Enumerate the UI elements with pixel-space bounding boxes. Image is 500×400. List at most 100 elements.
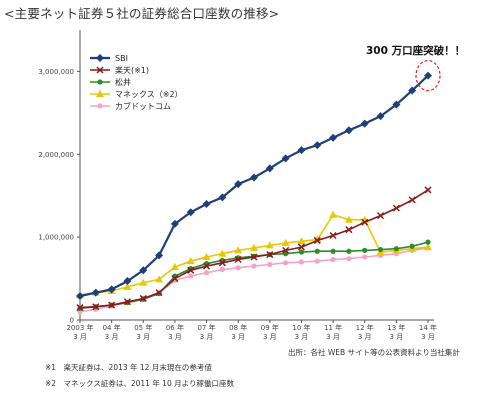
annotation: 300 万口座突破！！ [366, 44, 465, 92]
y-tick-label: 3,000,000 [38, 68, 74, 76]
x-tick-month: 3 月 [231, 333, 245, 341]
legend-marker [97, 79, 103, 85]
legend-item: SBI [90, 54, 128, 63]
x-tick-year: 05 年 [134, 323, 152, 332]
data-point [186, 257, 195, 265]
data-point [155, 275, 164, 283]
data-point [202, 253, 211, 261]
data-point [377, 212, 385, 220]
data-point [362, 254, 368, 260]
series-line [79, 241, 429, 310]
series-1 [76, 186, 432, 312]
data-point [139, 294, 147, 302]
data-point [187, 266, 195, 274]
y-tick-label: 0 [70, 317, 74, 325]
x-tick-month: 3 月 [263, 333, 277, 341]
data-point [282, 246, 290, 254]
data-point [281, 238, 290, 246]
data-point [203, 270, 210, 276]
data-point [329, 210, 338, 218]
data-point [123, 298, 131, 306]
data-point [219, 266, 225, 273]
data-point [250, 173, 258, 182]
data-point [265, 164, 274, 173]
data-point [107, 285, 116, 294]
data-point [186, 208, 195, 217]
data-point [297, 146, 306, 155]
x-tick-month: 3 月 [136, 333, 150, 341]
data-point [344, 215, 353, 223]
data-point [408, 86, 417, 95]
source-text: 出所：各社 WEB サイト等の公表資料より当社集計 [288, 347, 460, 357]
x-tick-year: 2003 年 [66, 323, 93, 332]
y-tick-label: 1,000,000 [38, 234, 74, 242]
x-tick-year: 11 年 [324, 323, 342, 332]
data-point [298, 259, 305, 265]
data-point [218, 259, 226, 267]
x-tick-year: 12 年 [356, 323, 374, 332]
data-point [313, 236, 321, 244]
x-tick-month: 3 月 [200, 333, 214, 341]
data-point [330, 248, 336, 254]
x-tick-year: 10 年 [292, 323, 310, 332]
data-point [392, 100, 401, 109]
data-point [346, 248, 352, 254]
data-point [108, 301, 116, 309]
data-point [251, 263, 257, 269]
data-point [392, 204, 400, 212]
data-point [393, 246, 399, 252]
legend-item: 松井 [90, 77, 131, 87]
footnote-1: ※1 楽天証券は、2013 年 12 月末現在の参考値 [45, 362, 212, 372]
data-point [362, 247, 368, 253]
legend-item: 楽天(※1) [90, 65, 149, 75]
data-point [250, 243, 258, 251]
y-tick-label: 2,000,000 [38, 151, 74, 159]
data-point [377, 246, 384, 253]
data-point [297, 237, 306, 245]
x-tick-year: 13 年 [387, 323, 405, 332]
data-point [344, 126, 353, 135]
series-0 [76, 71, 432, 300]
data-point [234, 180, 243, 189]
data-point [266, 251, 274, 259]
data-point [202, 200, 211, 208]
legend-item: カブドットコム [90, 101, 171, 111]
x-tick-year: 04 年 [103, 323, 121, 332]
data-point [139, 278, 148, 286]
x-tick-year: 14 年 [419, 323, 437, 332]
x-tick-year: 08 年 [229, 323, 247, 332]
x-tick-year: 06 年 [166, 323, 184, 332]
legend-label: 楽天(※1) [115, 65, 149, 75]
data-point [408, 196, 416, 204]
data-point [424, 71, 432, 80]
x-tick-month: 3 月 [73, 333, 87, 341]
data-point [281, 154, 290, 163]
page-title: <主要ネット証券５社の証券総合口座数の推移> [4, 6, 280, 21]
data-point [283, 260, 289, 266]
data-point [76, 304, 84, 312]
data-point [155, 251, 164, 260]
data-point [123, 277, 132, 286]
footnote-2: ※2 マネックス証券は、2011 年 10 月より稼働口座数 [45, 378, 234, 388]
x-tick-month: 3 月 [168, 333, 182, 341]
legend-label: マネックス（※2） [115, 90, 183, 99]
data-point [313, 141, 322, 150]
data-point [235, 265, 241, 271]
data-point [203, 262, 211, 270]
annotation-text: 300 万口座突破！！ [366, 44, 465, 57]
legend-marker [97, 103, 103, 109]
data-point [376, 112, 385, 121]
x-tick-month: 3 月 [390, 333, 404, 341]
x-tick-year: 07 年 [197, 323, 215, 332]
data-point [424, 186, 432, 194]
data-point [250, 253, 258, 261]
data-point [267, 261, 273, 268]
x-tick-year: 09 年 [261, 323, 279, 332]
series-layer [76, 71, 432, 315]
x-tick-month: 3 月 [326, 333, 340, 341]
data-point [234, 255, 242, 264]
data-point [329, 133, 338, 142]
